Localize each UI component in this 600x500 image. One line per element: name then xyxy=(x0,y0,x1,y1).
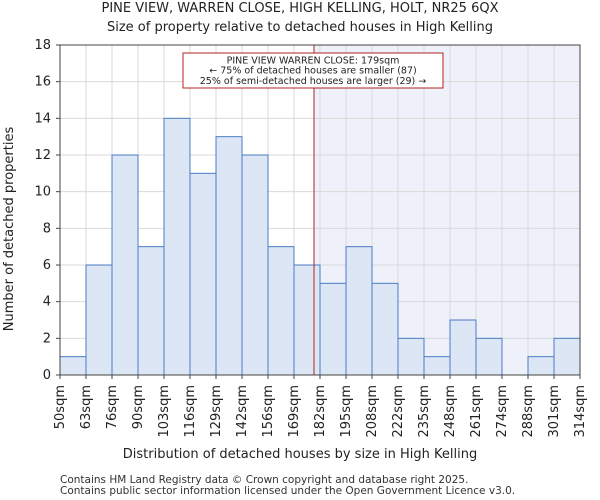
x-tick-label-169sqm: 169sqm xyxy=(287,385,302,438)
bar-235sqm xyxy=(423,356,451,376)
bar-208sqm xyxy=(371,282,399,376)
bar-142sqm xyxy=(241,154,269,376)
bar-76sqm xyxy=(111,154,139,376)
bar-129sqm xyxy=(215,136,243,376)
bar-182sqm xyxy=(319,282,347,376)
y-tick-label-0: 0 xyxy=(43,368,51,383)
bar-222sqm xyxy=(397,337,425,376)
x-tick-label-301sqm: 301sqm xyxy=(547,385,562,438)
y-tick-label-8: 8 xyxy=(43,221,51,236)
x-tick-label-116sqm: 116sqm xyxy=(183,385,198,438)
annotation-line-1: PINE VIEW WARREN CLOSE: 179sqm xyxy=(227,56,400,67)
bar-63sqm xyxy=(85,264,113,376)
plot-area: 0 2 4 6 8 10 12 14 16 18 50sqm 63sqm 76sqm 90sqm 103sq… xyxy=(34,38,588,438)
bar-301sqm xyxy=(553,337,581,376)
bar-169sqm xyxy=(293,264,321,376)
x-tick-label-274sqm: 274sqm xyxy=(495,385,510,438)
x-tick-label-261sqm: 261sqm xyxy=(469,385,484,438)
bar-156sqm xyxy=(267,246,295,376)
y-tick-label-4: 4 xyxy=(43,295,51,310)
x-tick-label-248sqm: 248sqm xyxy=(443,385,458,438)
y-tick-label-14: 14 xyxy=(34,111,51,126)
bar-50sqm xyxy=(59,356,87,376)
x-axis-label: Distribution of detached houses by size … xyxy=(123,447,477,462)
x-tick-label-195sqm: 195sqm xyxy=(339,385,354,438)
bar-248sqm xyxy=(449,319,477,376)
y-axis-label: Number of detached properties xyxy=(2,127,17,332)
bar-103sqm xyxy=(163,117,191,376)
x-tick-label-103sqm: 103sqm xyxy=(157,385,172,438)
x-tick-label-222sqm: 222sqm xyxy=(391,385,406,438)
x-tick-label-235sqm: 235sqm xyxy=(417,385,432,438)
x-tick-label-156sqm: 156sqm xyxy=(261,385,276,438)
x-tick-label-182sqm: 182sqm xyxy=(313,385,328,438)
x-tick-label-288sqm: 288sqm xyxy=(521,385,536,438)
y-tick-label-10: 10 xyxy=(34,185,51,200)
bar-288sqm xyxy=(527,356,555,376)
x-tick-label-129sqm: 129sqm xyxy=(209,385,224,438)
x-tick-label-142sqm: 142sqm xyxy=(235,385,250,438)
chart-subtitle: Size of property relative to detached ho… xyxy=(107,20,493,35)
chart-title: PINE VIEW, WARREN CLOSE, HIGH KELLING, H… xyxy=(101,1,498,16)
y-tick-label-16: 16 xyxy=(34,75,51,90)
y-tick-label-2: 2 xyxy=(43,331,51,346)
annotation-line-2: ← 75% of detached houses are smaller (87… xyxy=(209,66,416,77)
bar-261sqm xyxy=(475,337,503,376)
y-tick-label-6: 6 xyxy=(43,258,51,273)
x-tick-label-90sqm: 90sqm xyxy=(131,385,146,429)
annotation-line-3: 25% of semi-detached houses are larger (… xyxy=(200,76,427,87)
y-tick-label-18: 18 xyxy=(34,38,51,53)
x-tick-label-314sqm: 314sqm xyxy=(573,385,588,438)
annotation-box xyxy=(182,52,444,89)
footer-line-1: Contains HM Land Registry data © Crown c… xyxy=(60,474,468,486)
bar-195sqm xyxy=(345,246,373,376)
x-tick-label-63sqm: 63sqm xyxy=(79,385,94,429)
bar-90sqm xyxy=(137,246,165,376)
bar-116sqm xyxy=(189,172,217,376)
x-tick-label-76sqm: 76sqm xyxy=(105,385,120,429)
x-tick-label-50sqm: 50sqm xyxy=(53,385,68,429)
footer-line-2: Contains public sector information licen… xyxy=(60,485,515,497)
x-tick-label-208sqm: 208sqm xyxy=(365,385,380,438)
y-tick-label-12: 12 xyxy=(34,148,51,163)
